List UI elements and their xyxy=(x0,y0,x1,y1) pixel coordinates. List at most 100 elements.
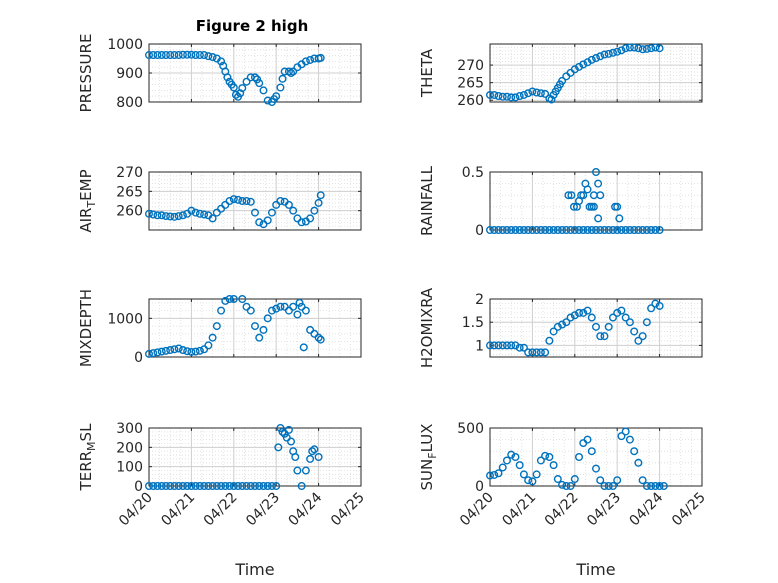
data-point xyxy=(263,216,272,225)
x-tick-label: 04/20 xyxy=(116,490,156,530)
data-point xyxy=(144,209,153,218)
data-point xyxy=(515,343,524,352)
y-axis-label-part: M xyxy=(85,441,98,451)
data-point xyxy=(278,74,287,83)
data-point xyxy=(229,83,238,92)
data-point xyxy=(651,225,660,234)
data-point xyxy=(589,191,598,200)
data-point xyxy=(498,92,507,101)
data-point xyxy=(195,51,204,60)
data-point xyxy=(638,45,647,54)
data-point xyxy=(547,95,556,104)
data-point xyxy=(183,50,192,59)
y-tick-label: 100 xyxy=(116,460,143,476)
data-point xyxy=(486,471,495,480)
data-point xyxy=(161,51,170,60)
data-point xyxy=(314,198,323,207)
data-point xyxy=(642,44,651,53)
data-point xyxy=(144,51,153,60)
y-axis-label: THETA xyxy=(418,48,436,98)
data-point xyxy=(242,77,251,86)
data-point xyxy=(238,295,247,304)
x-tick-label: 04/24 xyxy=(627,489,667,529)
data-point xyxy=(191,208,200,217)
data-point xyxy=(225,482,234,491)
data-point xyxy=(528,348,537,357)
data-point xyxy=(532,88,541,97)
data-point xyxy=(157,482,166,491)
data-point xyxy=(494,92,503,101)
data-point xyxy=(250,73,259,82)
data-point xyxy=(314,453,323,462)
data-point xyxy=(528,225,537,234)
data-point xyxy=(225,196,234,205)
data-point xyxy=(625,43,634,52)
x-tick-label: 04/24 xyxy=(286,489,326,529)
data-point xyxy=(295,298,304,307)
data-point xyxy=(187,347,196,356)
data-point xyxy=(630,43,639,52)
y-tick-label: 0 xyxy=(475,223,484,239)
data-point xyxy=(570,311,579,320)
data-point xyxy=(630,327,639,336)
data-point xyxy=(299,343,308,352)
data-point xyxy=(600,225,609,234)
data-point xyxy=(596,191,605,200)
data-point xyxy=(263,96,272,105)
data-point xyxy=(575,62,584,71)
data-point xyxy=(630,447,639,456)
data-point xyxy=(187,482,196,491)
x-tick-label: 04/22 xyxy=(542,490,582,530)
y-axis-label-part: EMP xyxy=(77,169,95,200)
data-point xyxy=(613,476,622,485)
data-point xyxy=(289,302,298,311)
axes-box xyxy=(489,171,703,231)
axes-box xyxy=(489,427,703,487)
data-point xyxy=(255,218,264,227)
data-point xyxy=(536,456,545,465)
data-point xyxy=(272,304,281,313)
data-point xyxy=(545,225,554,234)
data-point xyxy=(583,58,592,67)
y-tick-label: 1000 xyxy=(107,311,143,327)
data-point xyxy=(502,92,511,101)
data-point xyxy=(306,214,315,223)
data-point xyxy=(310,445,319,454)
data-point xyxy=(642,225,651,234)
data-point xyxy=(183,347,192,356)
y-tick-label: 265 xyxy=(116,184,143,200)
data-point xyxy=(651,482,660,491)
data-point xyxy=(596,332,605,341)
data-point xyxy=(621,427,630,436)
y-axis-label-part: F xyxy=(426,452,439,458)
data-point xyxy=(638,476,647,485)
data-point xyxy=(613,225,622,234)
data-point xyxy=(502,456,511,465)
data-point xyxy=(217,306,226,315)
data-point xyxy=(579,225,588,234)
data-point xyxy=(634,458,643,467)
data-point xyxy=(191,51,200,60)
data-point xyxy=(507,93,516,102)
data-point xyxy=(170,345,179,354)
data-point xyxy=(524,225,533,234)
data-point xyxy=(608,225,617,234)
data-point xyxy=(221,482,230,491)
data-point xyxy=(166,346,175,355)
data-point xyxy=(507,450,516,459)
data-point xyxy=(246,306,255,315)
x-tick-label: 04/20 xyxy=(457,490,497,530)
data-point xyxy=(229,195,238,204)
data-point xyxy=(166,482,175,491)
data-point xyxy=(259,86,268,95)
figure-title: Figure 2 high xyxy=(196,17,309,35)
data-point xyxy=(238,482,247,491)
y-tick-label: 800 xyxy=(116,95,143,111)
data-point xyxy=(604,225,613,234)
subplot-sun_flux: 0 500 SUNFLUX 04/20 04/21 04/22 04/23 04/24 04/2… xyxy=(418,421,709,579)
subplot-mixdepth: 0 1000 MIXDEPTH xyxy=(77,289,362,367)
data-point xyxy=(174,51,183,60)
data-point xyxy=(589,202,598,211)
data-point xyxy=(144,482,153,491)
